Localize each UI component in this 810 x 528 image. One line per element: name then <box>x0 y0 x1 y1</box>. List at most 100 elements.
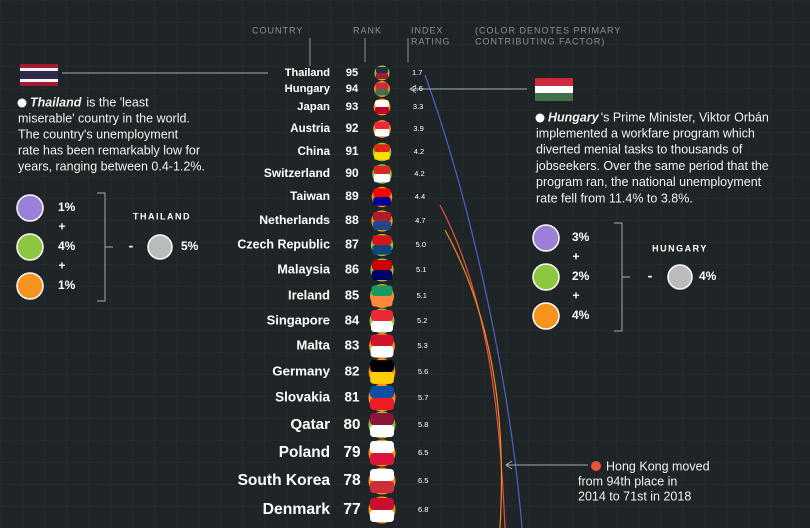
bracket <box>97 192 113 302</box>
rank: 88 <box>345 213 359 227</box>
country-name: Singapore <box>267 312 330 327</box>
note-line: rate has been remarkably low for <box>18 143 200 157</box>
country-name: Germany <box>272 364 330 379</box>
rank: 86 <box>345 262 359 276</box>
rank: 87 <box>345 237 359 251</box>
rank: 94 <box>346 83 359 95</box>
plus: + <box>58 220 65 234</box>
factor-value: 1% <box>58 278 76 292</box>
info-icon <box>17 98 27 108</box>
rank: 84 <box>345 312 360 327</box>
flag-bottom <box>370 453 394 465</box>
flag-top <box>371 285 393 296</box>
factor-value: 4% <box>572 308 590 322</box>
flag-top <box>374 121 390 129</box>
rank: 82 <box>345 364 360 379</box>
rank: 79 <box>343 444 360 461</box>
plus: + <box>572 289 579 303</box>
country-name: Poland <box>279 444 330 461</box>
flag-bottom <box>372 245 392 255</box>
header: COUNTRY <box>252 25 303 35</box>
flag-bottom <box>370 481 394 493</box>
country-name: Japan <box>297 101 330 113</box>
note-line: miserable' country in the world. <box>18 111 190 125</box>
header-rules <box>309 38 409 66</box>
flag-bottom <box>371 296 393 307</box>
flag-top <box>376 67 388 73</box>
flag-bottom <box>373 174 391 183</box>
note-line: The country's unemployment <box>18 127 179 141</box>
flag-bottom <box>370 346 394 358</box>
country-name: Czech Republic <box>237 237 330 251</box>
total-icon <box>667 264 693 290</box>
hungary-flag <box>535 78 573 101</box>
country-name: Netherlands <box>259 213 330 227</box>
country-name: Thailand <box>285 67 330 79</box>
flag-bottom <box>375 89 389 96</box>
flag-bottom <box>374 129 390 137</box>
flag-top <box>371 259 393 270</box>
hong-kong-note: from 94th place in <box>578 474 677 488</box>
country-label: THAILAND <box>133 211 191 221</box>
country-name: Malaysia <box>277 262 331 276</box>
flag-bottom <box>372 221 392 231</box>
flag-top <box>370 413 394 425</box>
rank: 91 <box>345 145 359 158</box>
note-line: years, ranging between 0.4-1.2%. <box>18 159 205 173</box>
flag-bottom <box>370 398 394 410</box>
index-rating: 3.9 <box>413 124 423 133</box>
index-rating: 6.5 <box>418 476 428 485</box>
rank: 78 <box>343 472 361 489</box>
flag-top <box>370 360 394 372</box>
note-line: 's Prime Minister, Viktor Orbán <box>601 110 769 124</box>
rank: 89 <box>345 189 359 203</box>
flag-top <box>375 100 389 107</box>
thai-flag <box>20 64 58 86</box>
header: INDEX <box>411 25 444 35</box>
note-line: diverted menial tasks to thousands of <box>536 143 743 157</box>
factor-value: 4% <box>58 239 76 253</box>
trend-lines <box>424 74 523 528</box>
plus: + <box>572 250 579 264</box>
index-rating: 2.6 <box>412 84 422 93</box>
rank: 81 <box>344 390 360 405</box>
note-line: jobseekers. Over the same period that th… <box>535 159 769 173</box>
pointer <box>409 84 527 94</box>
flag-bottom <box>371 270 393 281</box>
index-rating: 5.7 <box>418 393 428 402</box>
factor-value: 2% <box>572 269 590 283</box>
total-value: 5% <box>181 239 199 253</box>
country-name: Qatar <box>290 416 330 433</box>
country-name: Denmark <box>263 501 331 518</box>
header: (COLOR DENOTES PRIMARY <box>475 25 621 35</box>
index-rating: 5.0 <box>416 240 426 249</box>
rank: 93 <box>346 101 359 113</box>
info-icon <box>591 461 601 471</box>
minus: - <box>648 268 653 284</box>
flag-top <box>374 144 390 152</box>
note-lead: Hungary <box>548 110 600 124</box>
info-icon <box>535 113 545 123</box>
flag-top <box>370 386 394 398</box>
country-name: Ireland <box>288 287 330 302</box>
note-lead: Thailand <box>30 95 82 109</box>
rank: 83 <box>345 337 360 352</box>
flag-bottom <box>371 321 393 332</box>
country-name: Malta <box>296 337 330 352</box>
note-line: rate fell from 11.4% to 3.8%. <box>536 191 693 205</box>
flag-top <box>372 211 392 221</box>
index-rating: 5.6 <box>418 367 428 376</box>
total-value: 4% <box>699 269 717 283</box>
flag-bottom <box>370 510 394 522</box>
country-name: Switzerland <box>264 166 330 180</box>
hong-kong-note: 2014 to 71st in 2018 <box>578 489 691 503</box>
index-rating: 5.2 <box>417 316 427 325</box>
flag-top <box>371 310 393 321</box>
flag-top <box>375 82 389 89</box>
country-name: Austria <box>290 123 330 135</box>
country-name: Slovakia <box>275 390 330 405</box>
flag-bottom <box>373 197 391 206</box>
country-name: South Korea <box>238 472 331 489</box>
factor-value: 1% <box>58 200 76 214</box>
flag-top <box>370 469 394 481</box>
